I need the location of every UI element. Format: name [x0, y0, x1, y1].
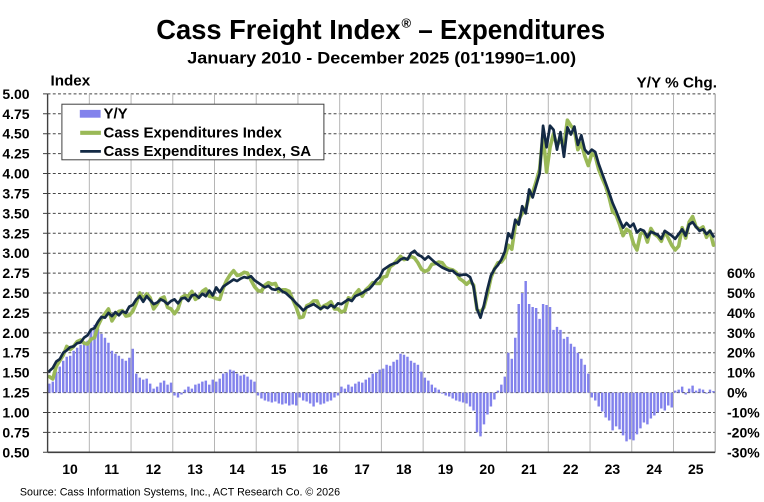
svg-text:2.00: 2.00	[2, 325, 29, 341]
svg-text:Cass Expenditures Index: Cass Expenditures Index	[104, 124, 283, 141]
svg-text:10: 10	[62, 461, 78, 477]
svg-text:1.00: 1.00	[2, 404, 29, 420]
svg-text:1.25: 1.25	[2, 385, 29, 401]
svg-text:January 2010 - December 2025 (: January 2010 - December 2025 (01'1990=1.…	[187, 48, 576, 67]
svg-text:-10%: -10%	[727, 404, 760, 420]
svg-text:Index: Index	[51, 74, 91, 90]
svg-text:Y/Y: Y/Y	[104, 106, 128, 123]
svg-text:15: 15	[271, 461, 287, 477]
svg-text:0.50: 0.50	[2, 444, 29, 460]
svg-text:16: 16	[313, 461, 329, 477]
svg-text:0.75: 0.75	[2, 424, 29, 440]
svg-text:1.75: 1.75	[2, 345, 29, 361]
svg-text:60%: 60%	[727, 265, 756, 281]
svg-text:20%: 20%	[727, 345, 756, 361]
svg-text:13: 13	[187, 461, 203, 477]
svg-text:4.00: 4.00	[2, 166, 29, 182]
svg-text:3.50: 3.50	[2, 205, 29, 221]
svg-text:30%: 30%	[727, 325, 756, 341]
svg-text:20: 20	[479, 461, 495, 477]
svg-text:Y/Y % Chg.: Y/Y % Chg.	[637, 76, 718, 92]
svg-text:3.00: 3.00	[2, 245, 29, 261]
svg-text:2.75: 2.75	[2, 265, 29, 281]
svg-text:2.50: 2.50	[2, 285, 29, 301]
svg-text:50%: 50%	[727, 285, 756, 301]
svg-text:22: 22	[563, 461, 579, 477]
svg-text:21: 21	[521, 461, 537, 477]
svg-text:Cass Freight Index: Cass Freight Index	[156, 14, 401, 45]
svg-text:24: 24	[646, 461, 662, 477]
svg-text:10%: 10%	[727, 365, 756, 381]
svg-text:-30%: -30%	[727, 444, 760, 460]
svg-text:4.75: 4.75	[2, 106, 29, 122]
svg-text:®: ®	[402, 15, 412, 30]
svg-text:19: 19	[438, 461, 454, 477]
svg-text:11: 11	[104, 461, 119, 477]
svg-text:1.50: 1.50	[2, 365, 29, 381]
svg-text:3.25: 3.25	[2, 225, 29, 241]
svg-text:2.25: 2.25	[2, 305, 29, 321]
svg-text:3.75: 3.75	[2, 185, 29, 201]
svg-text:Source: Cass Information Syste: Source: Cass Information Systems, Inc., …	[20, 486, 340, 498]
svg-text:40%: 40%	[727, 305, 756, 321]
svg-text:0%: 0%	[727, 385, 748, 401]
svg-text:4.50: 4.50	[2, 126, 29, 142]
svg-text:23: 23	[605, 461, 621, 477]
svg-text:17: 17	[354, 461, 370, 477]
svg-text:18: 18	[396, 461, 412, 477]
svg-text:4.25: 4.25	[2, 146, 29, 162]
svg-text:25: 25	[688, 461, 704, 477]
svg-text:-20%: -20%	[727, 424, 760, 440]
svg-text:14: 14	[229, 461, 245, 477]
svg-text:Cass Expenditures Index, SA: Cass Expenditures Index, SA	[104, 143, 312, 160]
svg-text:12: 12	[146, 461, 162, 477]
svg-text:5.00: 5.00	[2, 86, 29, 102]
svg-text:– Expenditures: – Expenditures	[418, 14, 605, 45]
